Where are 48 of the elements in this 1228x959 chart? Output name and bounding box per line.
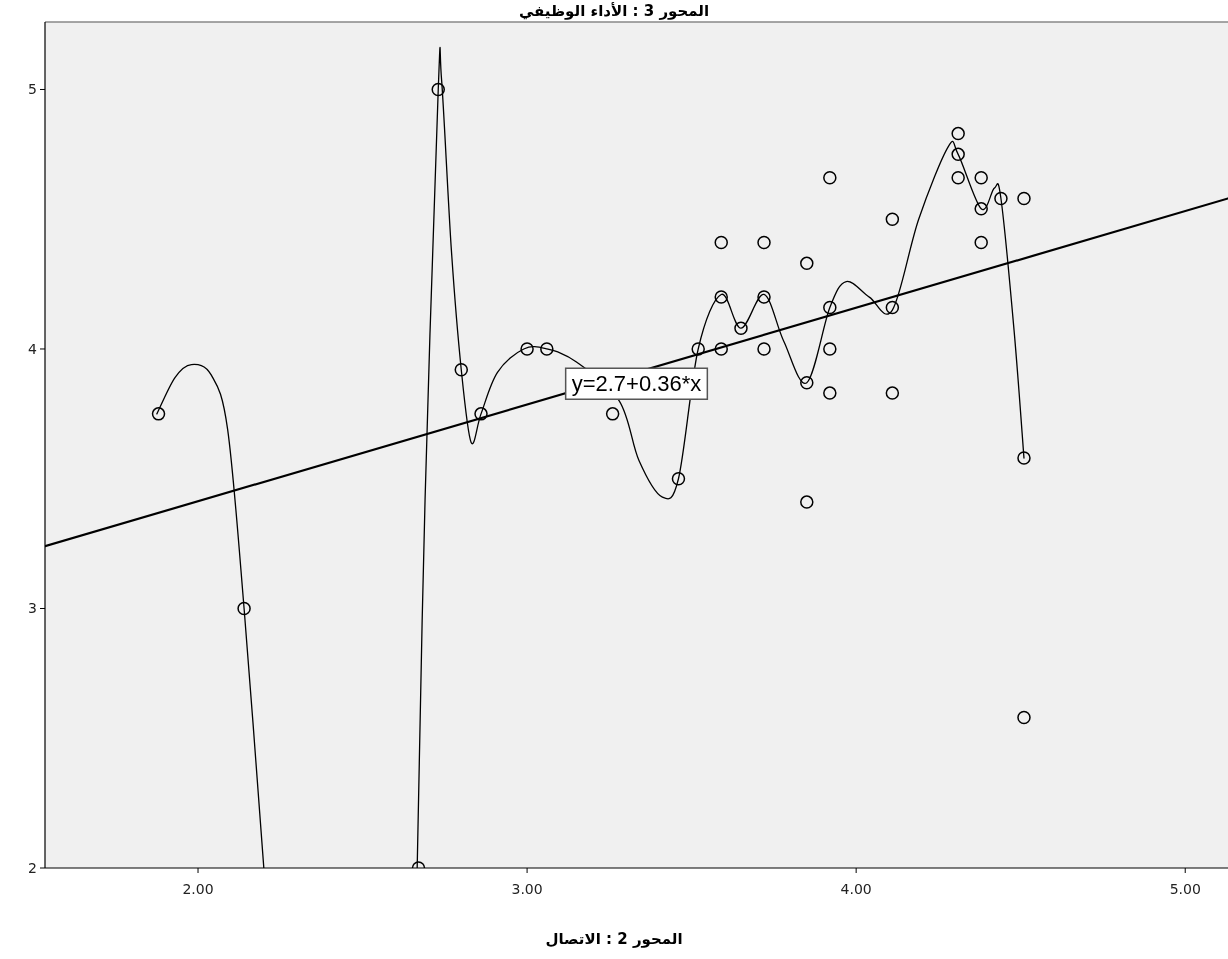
point [714,290,728,304]
point [540,342,554,356]
point [951,170,965,185]
point [823,170,837,185]
point [800,375,814,390]
point [474,407,488,421]
y-tick-label: 3 [28,600,37,617]
point [885,386,900,400]
point [823,342,837,356]
point [1017,191,1031,206]
x-tick-label: 5.00 [1169,881,1201,897]
point [151,407,166,421]
point [823,386,837,400]
x-axis-title: المحور 2 : الاتصال [545,930,683,948]
point [885,212,900,226]
y-tick-label: 5 [28,81,37,98]
x-tick-label: 3.00 [511,881,543,897]
y-axis-title: المحور 3 : الأداء الوظيفي [518,2,710,20]
point [800,495,814,509]
point [671,471,686,486]
point [885,300,900,315]
point [1017,451,1031,465]
point [974,170,988,185]
point [800,256,814,271]
point [757,235,771,250]
x-tick-label: 4.00 [840,881,872,897]
point [951,147,965,162]
point [714,342,728,356]
point [1017,710,1031,725]
point [974,202,988,216]
point [691,342,705,356]
point [714,235,728,250]
point [994,191,1008,206]
annotation: y=2.7+0.36*x [571,371,702,397]
point [605,407,620,421]
point [757,342,771,356]
point [520,342,534,356]
point [454,362,469,377]
point [237,601,251,616]
point [974,235,988,250]
point [823,300,837,315]
y-tick-label: 2 [28,860,37,876]
point [757,290,771,304]
point [734,321,748,335]
point [431,82,445,97]
point [951,126,965,141]
x-tick-label: 2.00 [182,881,214,897]
y-tick-label: 4 [28,340,38,357]
